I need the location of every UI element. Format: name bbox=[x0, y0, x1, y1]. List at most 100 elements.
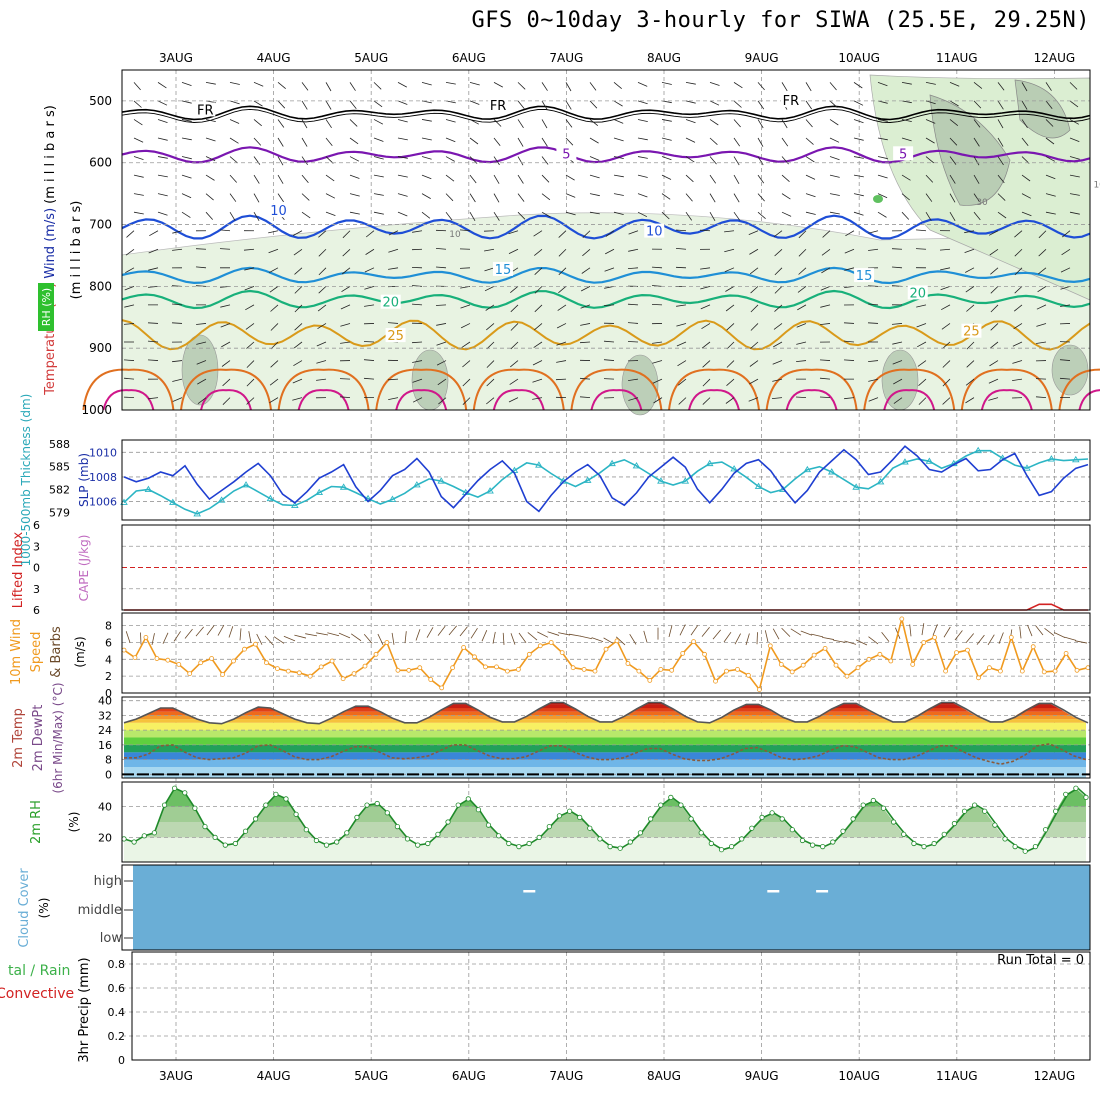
surface-wind-barb bbox=[228, 626, 234, 638]
wind-barb bbox=[484, 286, 495, 292]
wind-barb bbox=[293, 341, 303, 349]
wind-speed-point bbox=[285, 668, 291, 674]
temp-tick: 32 bbox=[98, 709, 112, 722]
wind-barb bbox=[589, 156, 600, 161]
wind-barb bbox=[757, 119, 764, 129]
thickness-marker bbox=[730, 465, 738, 472]
isotherm-label: 10 bbox=[646, 225, 663, 240]
wind-barb bbox=[268, 230, 279, 234]
slp-line bbox=[123, 445, 1089, 513]
wind-barb bbox=[726, 360, 735, 368]
rh-point bbox=[607, 843, 613, 850]
li-tick: 0 bbox=[33, 562, 40, 575]
wind-barb bbox=[749, 360, 759, 367]
wind-barb bbox=[829, 211, 840, 215]
isotherm-35 bbox=[883, 389, 936, 411]
wind-barb bbox=[459, 267, 471, 269]
wind-barb bbox=[341, 286, 351, 293]
wind-barb bbox=[901, 174, 911, 181]
wind-barb bbox=[781, 82, 788, 92]
rh-point bbox=[749, 825, 755, 831]
surface-wind-barb bbox=[690, 625, 699, 636]
wind-speed-point bbox=[187, 671, 193, 676]
wind-barb bbox=[292, 397, 303, 401]
wind-barb bbox=[342, 230, 351, 239]
wind-speed-point bbox=[318, 664, 324, 670]
upper-axis-label-part: Wind (m/s) bbox=[43, 208, 58, 279]
wind-barb bbox=[157, 137, 168, 141]
wind-barb bbox=[829, 137, 840, 143]
wind-barb bbox=[925, 193, 933, 202]
wind-barb bbox=[411, 285, 423, 287]
wind-barb bbox=[435, 266, 447, 269]
rh-point bbox=[637, 830, 644, 836]
cloud-level-label: middle bbox=[78, 903, 122, 918]
wind-barb bbox=[292, 378, 303, 384]
wind-barb bbox=[1037, 267, 1047, 275]
rh-point bbox=[283, 796, 289, 802]
rh-point bbox=[1032, 843, 1039, 850]
wind-barb bbox=[412, 397, 423, 403]
wind-barb bbox=[781, 174, 790, 183]
cloud-field bbox=[133, 865, 1090, 950]
wind-barb bbox=[421, 119, 432, 122]
wind-barb bbox=[637, 100, 648, 105]
wind-barb bbox=[253, 81, 264, 87]
wind-speed-point bbox=[296, 670, 302, 676]
temp-axis-label: 2m Temp bbox=[11, 708, 26, 768]
wind-barb bbox=[1013, 304, 1023, 312]
wind-barb bbox=[781, 193, 791, 200]
wind-barb bbox=[781, 211, 792, 217]
isotherm-30 bbox=[570, 368, 663, 411]
wind-barb bbox=[781, 119, 788, 129]
wind-speed-point bbox=[833, 662, 839, 668]
thickness-marker bbox=[217, 496, 226, 503]
wind-speed-point bbox=[274, 666, 280, 671]
rh-point bbox=[222, 842, 228, 848]
wind-barb bbox=[318, 267, 327, 276]
temp-bands bbox=[124, 702, 1086, 778]
wind-barb bbox=[205, 193, 214, 201]
wind-barb bbox=[388, 397, 399, 400]
wind-barb bbox=[556, 360, 567, 363]
wind-barb bbox=[349, 174, 360, 179]
wind-barb bbox=[709, 211, 716, 222]
wind-barb bbox=[349, 193, 360, 197]
wind-barb bbox=[1060, 285, 1071, 290]
surface-wind-barb bbox=[976, 634, 985, 645]
rh-point bbox=[182, 790, 188, 796]
wind-barb bbox=[627, 322, 639, 324]
rh-point bbox=[1063, 791, 1069, 797]
wind-barb bbox=[1021, 82, 1028, 92]
wind-barb bbox=[541, 174, 550, 183]
pressure-tick: 500 bbox=[89, 94, 112, 108]
thickness-marker bbox=[193, 510, 202, 517]
wind-barb bbox=[748, 230, 759, 235]
wind-barb bbox=[462, 397, 471, 405]
wind-barb bbox=[661, 193, 671, 200]
rh-point bbox=[840, 828, 846, 834]
wind-barb bbox=[652, 378, 663, 384]
surface-wind-barb bbox=[217, 624, 225, 636]
wind-barb bbox=[421, 137, 432, 141]
wind-barb bbox=[147, 340, 159, 343]
wind-barb bbox=[853, 156, 864, 159]
wind-barb bbox=[757, 174, 765, 184]
rh-point bbox=[141, 833, 147, 839]
wind-barb bbox=[891, 266, 903, 269]
cloud-frame bbox=[121, 864, 1091, 951]
wind-barb bbox=[172, 378, 183, 382]
wind-barb bbox=[613, 137, 624, 142]
wind-barb bbox=[997, 156, 1004, 166]
wind-barb bbox=[750, 323, 759, 331]
precip-tick: 0 bbox=[118, 1054, 125, 1067]
wind-barb bbox=[421, 211, 431, 219]
wind-barb bbox=[819, 377, 831, 380]
wind-barb bbox=[510, 304, 519, 313]
temp-tick: 40 bbox=[98, 695, 112, 708]
rh-point bbox=[799, 837, 806, 844]
wind-barb bbox=[181, 156, 192, 160]
surface-wind-barb bbox=[855, 639, 868, 646]
wind-barb bbox=[172, 360, 183, 363]
wind-barb bbox=[579, 341, 591, 344]
